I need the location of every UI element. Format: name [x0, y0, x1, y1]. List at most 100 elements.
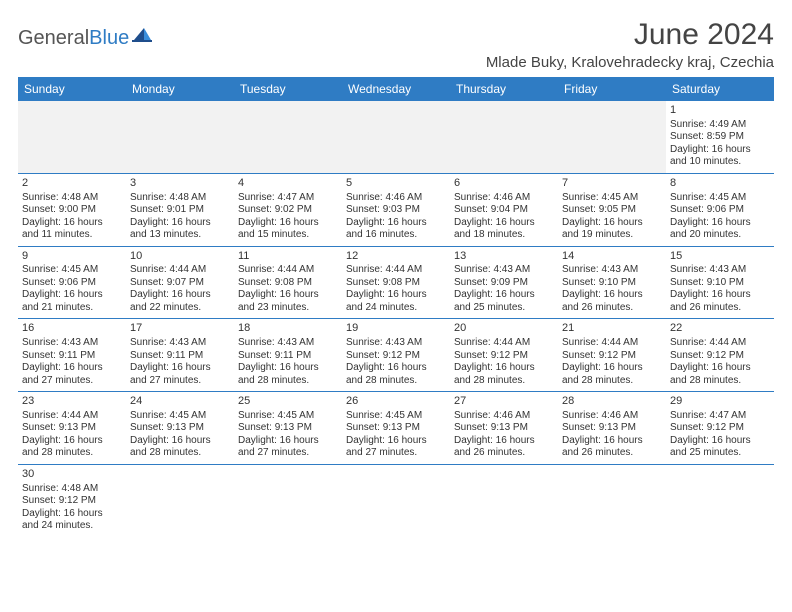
- day-day2: and 28 minutes.: [454, 375, 554, 388]
- day-sunset: Sunset: 8:59 PM: [670, 131, 770, 144]
- day-day1: Daylight: 16 hours: [22, 362, 122, 375]
- title-block: June 2024 Mlade Buky, Kralovehradecky kr…: [486, 18, 774, 71]
- day-number: 17: [130, 322, 230, 336]
- day-sunset: Sunset: 9:12 PM: [562, 350, 662, 363]
- day-day2: and 27 minutes.: [346, 447, 446, 460]
- empty-cell: [342, 464, 450, 536]
- empty-cell: [342, 101, 450, 173]
- day-cell: 12Sunrise: 4:44 AMSunset: 9:08 PMDayligh…: [342, 246, 450, 319]
- day-number: 13: [454, 250, 554, 264]
- calendar-body: 1Sunrise: 4:49 AMSunset: 8:59 PMDaylight…: [18, 101, 774, 537]
- day-day2: and 25 minutes.: [454, 302, 554, 315]
- day-sunset: Sunset: 9:09 PM: [454, 277, 554, 290]
- calendar-week-row: 1Sunrise: 4:49 AMSunset: 8:59 PMDaylight…: [18, 101, 774, 173]
- day-sunrise: Sunrise: 4:46 AM: [346, 192, 446, 205]
- day-number: 25: [238, 395, 338, 409]
- col-wednesday: Wednesday: [342, 77, 450, 101]
- day-sunrise: Sunrise: 4:46 AM: [562, 410, 662, 423]
- day-sunrise: Sunrise: 4:46 AM: [454, 192, 554, 205]
- day-number: 2: [22, 177, 122, 191]
- day-day2: and 11 minutes.: [22, 229, 122, 242]
- col-monday: Monday: [126, 77, 234, 101]
- day-day2: and 28 minutes.: [238, 375, 338, 388]
- day-cell: 24Sunrise: 4:45 AMSunset: 9:13 PMDayligh…: [126, 392, 234, 465]
- day-sunset: Sunset: 9:08 PM: [346, 277, 446, 290]
- day-sunset: Sunset: 9:11 PM: [130, 350, 230, 363]
- day-sunset: Sunset: 9:07 PM: [130, 277, 230, 290]
- day-cell: 28Sunrise: 4:46 AMSunset: 9:13 PMDayligh…: [558, 392, 666, 465]
- day-day2: and 24 minutes.: [346, 302, 446, 315]
- day-sunset: Sunset: 9:08 PM: [238, 277, 338, 290]
- day-number: 26: [346, 395, 446, 409]
- day-day1: Daylight: 16 hours: [238, 435, 338, 448]
- day-sunrise: Sunrise: 4:44 AM: [670, 337, 770, 350]
- day-number: 9: [22, 250, 122, 264]
- day-sunset: Sunset: 9:13 PM: [562, 422, 662, 435]
- day-number: 23: [22, 395, 122, 409]
- day-day1: Daylight: 16 hours: [346, 362, 446, 375]
- day-sunrise: Sunrise: 4:46 AM: [454, 410, 554, 423]
- day-day1: Daylight: 16 hours: [454, 435, 554, 448]
- day-sunrise: Sunrise: 4:43 AM: [130, 337, 230, 350]
- day-day2: and 22 minutes.: [130, 302, 230, 315]
- day-cell: 1Sunrise: 4:49 AMSunset: 8:59 PMDaylight…: [666, 101, 774, 173]
- day-cell: 14Sunrise: 4:43 AMSunset: 9:10 PMDayligh…: [558, 246, 666, 319]
- day-sunrise: Sunrise: 4:49 AM: [670, 119, 770, 132]
- empty-cell: [558, 101, 666, 173]
- day-day1: Daylight: 16 hours: [130, 435, 230, 448]
- day-number: 29: [670, 395, 770, 409]
- day-number: 3: [130, 177, 230, 191]
- empty-cell: [450, 464, 558, 536]
- day-cell: 21Sunrise: 4:44 AMSunset: 9:12 PMDayligh…: [558, 319, 666, 392]
- day-cell: 25Sunrise: 4:45 AMSunset: 9:13 PMDayligh…: [234, 392, 342, 465]
- day-cell: 27Sunrise: 4:46 AMSunset: 9:13 PMDayligh…: [450, 392, 558, 465]
- day-sunrise: Sunrise: 4:43 AM: [454, 264, 554, 277]
- day-day2: and 26 minutes.: [562, 302, 662, 315]
- day-day1: Daylight: 16 hours: [670, 144, 770, 157]
- calendar-week-row: 9Sunrise: 4:45 AMSunset: 9:06 PMDaylight…: [18, 246, 774, 319]
- day-day2: and 26 minutes.: [562, 447, 662, 460]
- month-title: June 2024: [486, 18, 774, 52]
- day-day1: Daylight: 16 hours: [130, 217, 230, 230]
- day-cell: 13Sunrise: 4:43 AMSunset: 9:09 PMDayligh…: [450, 246, 558, 319]
- day-sunset: Sunset: 9:05 PM: [562, 204, 662, 217]
- day-day2: and 26 minutes.: [670, 302, 770, 315]
- day-day1: Daylight: 16 hours: [346, 289, 446, 302]
- day-day2: and 27 minutes.: [238, 447, 338, 460]
- day-number: 16: [22, 322, 122, 336]
- day-sunrise: Sunrise: 4:44 AM: [238, 264, 338, 277]
- day-cell: 8Sunrise: 4:45 AMSunset: 9:06 PMDaylight…: [666, 173, 774, 246]
- logo: General Blue: [18, 18, 153, 50]
- day-sunrise: Sunrise: 4:43 AM: [562, 264, 662, 277]
- day-day2: and 21 minutes.: [22, 302, 122, 315]
- empty-cell: [666, 464, 774, 536]
- day-number: 15: [670, 250, 770, 264]
- day-cell: 17Sunrise: 4:43 AMSunset: 9:11 PMDayligh…: [126, 319, 234, 392]
- day-cell: 30Sunrise: 4:48 AMSunset: 9:12 PMDayligh…: [18, 464, 126, 536]
- day-cell: 11Sunrise: 4:44 AMSunset: 9:08 PMDayligh…: [234, 246, 342, 319]
- calendar-header-row: Sunday Monday Tuesday Wednesday Thursday…: [18, 77, 774, 101]
- col-sunday: Sunday: [18, 77, 126, 101]
- day-day1: Daylight: 16 hours: [22, 508, 122, 521]
- day-day2: and 18 minutes.: [454, 229, 554, 242]
- day-day2: and 24 minutes.: [22, 520, 122, 533]
- day-cell: 5Sunrise: 4:46 AMSunset: 9:03 PMDaylight…: [342, 173, 450, 246]
- col-tuesday: Tuesday: [234, 77, 342, 101]
- empty-cell: [558, 464, 666, 536]
- day-day1: Daylight: 16 hours: [22, 289, 122, 302]
- day-sunset: Sunset: 9:12 PM: [670, 422, 770, 435]
- day-number: 18: [238, 322, 338, 336]
- day-sunset: Sunset: 9:11 PM: [22, 350, 122, 363]
- day-day2: and 28 minutes.: [670, 375, 770, 388]
- col-saturday: Saturday: [666, 77, 774, 101]
- day-day2: and 15 minutes.: [238, 229, 338, 242]
- day-sunrise: Sunrise: 4:45 AM: [22, 264, 122, 277]
- day-sunrise: Sunrise: 4:44 AM: [454, 337, 554, 350]
- day-sunset: Sunset: 9:04 PM: [454, 204, 554, 217]
- calendar-week-row: 30Sunrise: 4:48 AMSunset: 9:12 PMDayligh…: [18, 464, 774, 536]
- day-day2: and 28 minutes.: [562, 375, 662, 388]
- day-sunrise: Sunrise: 4:45 AM: [130, 410, 230, 423]
- col-thursday: Thursday: [450, 77, 558, 101]
- day-day2: and 10 minutes.: [670, 156, 770, 169]
- day-cell: 22Sunrise: 4:44 AMSunset: 9:12 PMDayligh…: [666, 319, 774, 392]
